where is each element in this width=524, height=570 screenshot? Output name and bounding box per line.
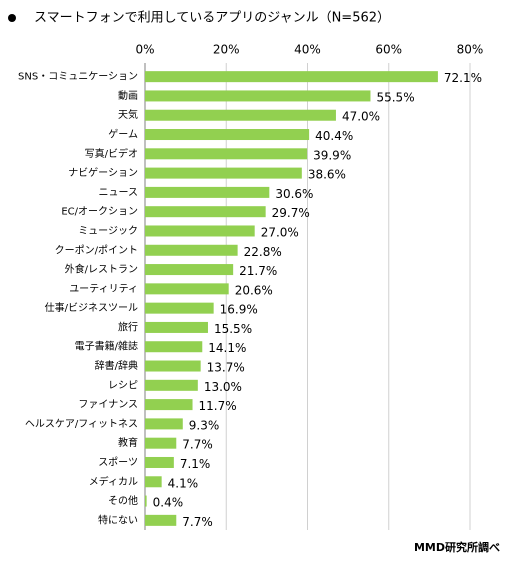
category-label: レシピ: [108, 379, 138, 391]
value-label: 15.5%: [214, 322, 252, 336]
value-label: 16.9%: [220, 303, 258, 317]
value-label: 0.4%: [153, 496, 184, 510]
bar: [145, 514, 177, 526]
value-label: 30.6%: [275, 187, 313, 201]
bar: [145, 495, 147, 507]
bar: [145, 283, 229, 295]
value-label: 9.3%: [189, 418, 220, 432]
value-label: 13.7%: [207, 361, 245, 375]
bar: [145, 379, 198, 391]
category-label: 特にない: [98, 514, 138, 526]
value-label: 47.0%: [342, 110, 380, 124]
category-label: SNS・コミュニケーション: [18, 71, 138, 83]
bar: [145, 476, 162, 488]
bar: [145, 341, 203, 353]
category-label: 天気: [118, 108, 138, 121]
category-label: 外食/レストラン: [65, 263, 138, 276]
category-label: ファイナンス: [78, 399, 138, 411]
x-tick-label: 80%: [457, 43, 484, 57]
category-label: ユーティリティ: [69, 284, 138, 295]
value-label: 7.1%: [180, 457, 211, 471]
value-label: 22.8%: [244, 245, 282, 259]
bar: [145, 456, 174, 468]
source-note: MMD研究所調べ: [414, 540, 500, 554]
value-label: 7.7%: [182, 438, 213, 452]
bar: [145, 418, 183, 430]
x-tick-label: 60%: [375, 43, 402, 57]
bar: [145, 71, 438, 83]
category-label: ゲーム: [108, 129, 138, 141]
category-label: ナビゲーション: [68, 167, 138, 179]
bar: [145, 360, 201, 372]
value-label: 55.5%: [376, 90, 414, 104]
bar: [145, 129, 310, 141]
category-label: 動画: [118, 89, 138, 102]
x-tick-label: 40%: [294, 43, 321, 57]
category-label: ヘルスケア/フィットネス: [25, 418, 138, 430]
category-label: 旅行: [118, 320, 138, 333]
chart-title: スマートフォンで利用しているアプリのジャンル（N=562）: [34, 11, 390, 26]
category-label: クーポン/ポイント: [55, 244, 138, 256]
category-label: 電子書籍/雑誌: [75, 340, 138, 353]
value-label: 20.6%: [235, 283, 273, 297]
category-label: ミュージック: [78, 225, 138, 237]
category-label: EC/オークション: [61, 206, 138, 218]
category-label: メディカル: [89, 475, 138, 488]
bar: [145, 206, 266, 218]
category-label: 仕事/ビジネスツール: [45, 301, 138, 314]
value-label: 38.6%: [308, 168, 346, 182]
bar: [145, 148, 308, 160]
category-label: その他: [108, 494, 138, 507]
value-label: 39.9%: [313, 148, 351, 162]
bar: [145, 437, 177, 449]
category-label: 辞書/辞典: [95, 359, 138, 372]
value-label: 21.7%: [239, 264, 277, 278]
value-label: 7.7%: [182, 515, 213, 529]
bar: [145, 90, 371, 102]
value-label: 40.4%: [315, 129, 353, 143]
category-label: 教育: [118, 436, 138, 449]
category-label: 写真/ビデオ: [85, 147, 138, 160]
value-label: 14.1%: [208, 341, 246, 355]
bar: [145, 302, 214, 314]
value-label: 72.1%: [444, 71, 482, 85]
x-tick-label: 0%: [135, 43, 154, 57]
title-bullet: [8, 14, 16, 22]
bar: [145, 225, 255, 237]
bar: [145, 109, 336, 121]
value-label: 29.7%: [272, 206, 310, 220]
category-label: ニュース: [99, 187, 139, 198]
bar: [145, 186, 270, 198]
bar: [145, 167, 302, 179]
bar: [145, 321, 208, 333]
category-label: スポーツ: [98, 456, 138, 468]
bar: [145, 244, 238, 256]
bar: [145, 264, 234, 276]
bar: [145, 399, 193, 411]
x-tick-label: 20%: [213, 43, 240, 57]
value-label: 27.0%: [261, 225, 299, 239]
value-label: 4.1%: [168, 476, 199, 490]
value-label: 11.7%: [199, 399, 237, 413]
value-label: 13.0%: [204, 380, 242, 394]
